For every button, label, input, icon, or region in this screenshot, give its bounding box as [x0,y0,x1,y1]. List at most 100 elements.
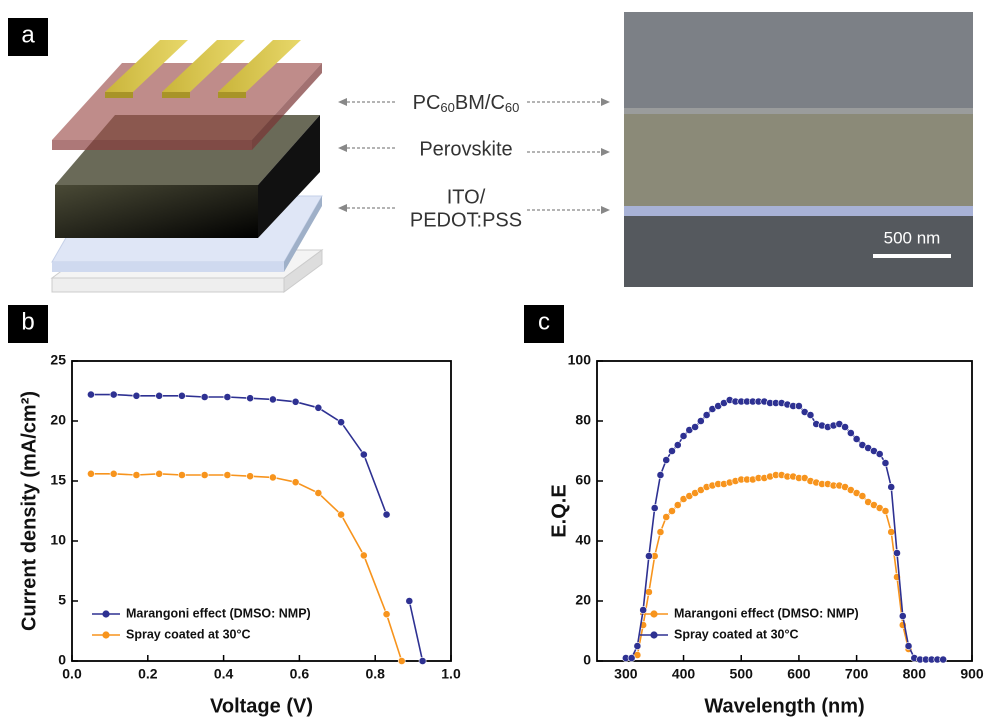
legend-label: Spray coated at 30°C [674,627,799,641]
data-point [674,501,681,508]
panel-label: a [21,21,35,48]
data-point [697,417,704,424]
x-tick-label: 600 [787,666,811,682]
y-tick-label: 15 [50,472,66,488]
y-tick-label: 10 [50,532,66,548]
data-point [882,507,889,514]
legend-label: Spray coated at 30°C [126,627,251,641]
data-point [859,492,866,499]
y-tick-label: 25 [50,352,66,368]
data-point [247,473,254,480]
legend-marker [102,631,109,638]
scale-bar-label: 500 nm [884,228,941,247]
data-point [315,489,322,496]
data-point [657,471,664,478]
data-point [133,392,140,399]
x-tick-label: 0.8 [365,666,385,682]
legend-marker [650,610,657,617]
x-tick-label: 500 [730,666,754,682]
layer-label: PC60BM/C60 [413,92,520,115]
data-point [795,402,802,409]
data-point [847,429,854,436]
data-point [893,549,900,556]
data-point [663,456,670,463]
data-point [905,642,912,649]
data-point [315,404,322,411]
data-point [876,450,883,457]
y-tick-label: 60 [575,472,591,488]
data-point [247,395,254,402]
series-line [626,400,943,660]
data-point [292,479,299,486]
data-point [406,597,413,604]
x-tick-label: 0.4 [214,666,234,682]
data-point [703,411,710,418]
data-point [674,441,681,448]
data-point [651,504,658,511]
x-tick-label: 800 [903,666,927,682]
data-point [419,657,426,664]
data-point [224,393,231,400]
legend-marker [650,631,657,638]
data-point [853,435,860,442]
x-tick-label: 900 [960,666,984,682]
data-point [337,419,344,426]
data-point [87,470,94,477]
data-point [110,470,117,477]
y-tick-label: 0 [58,652,66,668]
x-tick-label: 0.2 [138,666,158,682]
y-tick-label: 20 [575,592,591,608]
x-axis-title: Voltage (V) [210,695,313,717]
figure: a PC60BM/C60 Perovskite ITO/ PEDOT:PSS [0,0,989,722]
data-point [628,654,635,661]
legend-label: Marangoni effect (DMSO: NMP) [126,606,311,620]
x-tick-label: 0.0 [62,666,82,682]
x-tick-label: 400 [672,666,696,682]
legend-label: Marangoni effect (DMSO: NMP) [674,606,859,620]
x-tick-label: 700 [845,666,869,682]
data-point [201,471,208,478]
data-point [224,471,231,478]
x-tick-label: 0.6 [290,666,310,682]
series-line [91,395,423,661]
data-point [680,432,687,439]
panel-label: c [538,308,550,335]
panel-label: b [21,308,34,335]
y-tick-label: 5 [58,592,66,608]
layer-label: PEDOT:PSS [410,209,522,231]
data-point [657,528,664,535]
data-point [292,398,299,405]
x-axis-title: Wavelength (nm) [704,695,864,717]
data-point [156,392,163,399]
data-point [178,392,185,399]
y-axis-title: E.Q.E [548,484,570,537]
y-tick-label: 100 [568,352,592,368]
data-point [691,423,698,430]
data-point [645,552,652,559]
data-point [269,474,276,481]
data-point [383,611,390,618]
data-point [383,511,390,518]
data-point [110,391,117,398]
data-point [841,423,848,430]
data-point [269,396,276,403]
y-tick-label: 20 [50,412,66,428]
data-point [807,411,814,418]
data-point [663,513,670,520]
data-point [201,393,208,400]
data-point [940,656,947,663]
data-point [178,471,185,478]
x-tick-label: 300 [614,666,638,682]
layer-label: Perovskite [419,138,512,160]
y-tick-label: 0 [583,652,591,668]
layer-label: ITO/ [447,186,486,208]
data-point [668,507,675,514]
x-tick-label: 1.0 [441,666,461,682]
data-point [360,451,367,458]
data-point [888,483,895,490]
data-point [634,642,641,649]
data-point [360,552,367,559]
device-diagram [52,40,322,292]
legend-marker [102,610,109,617]
data-point [888,528,895,535]
